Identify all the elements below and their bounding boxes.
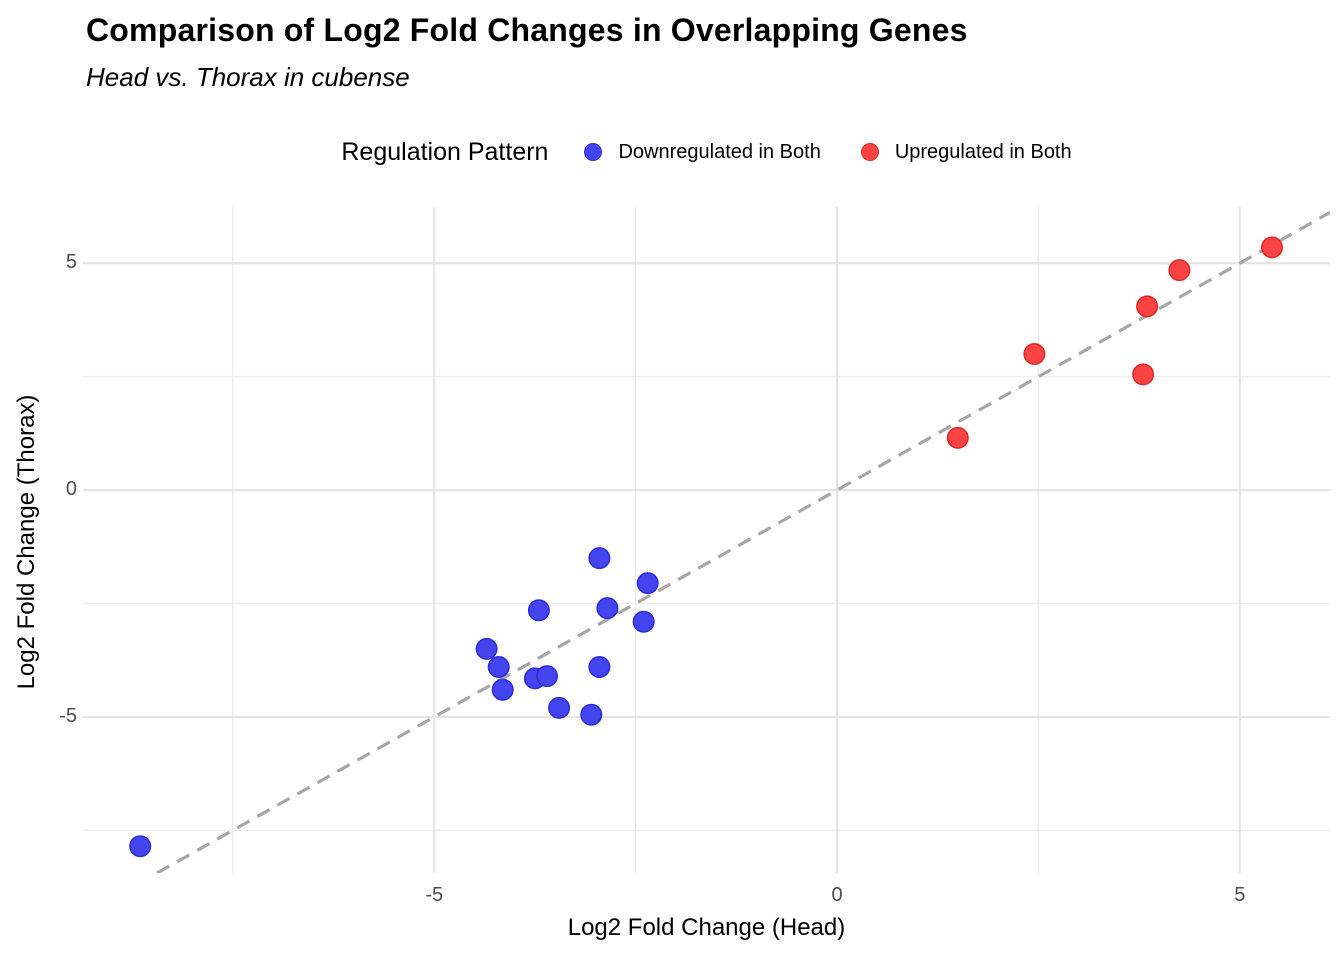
data-point xyxy=(527,599,550,622)
data-point xyxy=(1132,363,1155,386)
downregulated-dot-icon xyxy=(584,143,603,161)
legend-item-downregulated: Downregulated in Both xyxy=(584,140,821,164)
data-point xyxy=(580,703,603,726)
x-axis-title: Log2 Fold Change (Head) xyxy=(567,914,846,941)
legend: Regulation Pattern Downregulated in Both… xyxy=(83,133,1330,171)
data-point xyxy=(632,610,655,633)
data-point xyxy=(491,678,514,701)
data-point xyxy=(487,655,510,678)
data-point xyxy=(636,572,659,595)
x-tick-label: 0 xyxy=(831,884,843,906)
legend-title: Regulation Pattern xyxy=(341,137,549,166)
identity-reference-line xyxy=(156,211,1330,873)
data-point xyxy=(596,597,619,620)
y-tick-label: 0 xyxy=(65,478,77,501)
data-point xyxy=(548,696,571,719)
data-point xyxy=(1023,343,1046,366)
chart-title: Comparison of Log2 Fold Changes in Overl… xyxy=(86,12,968,48)
data-point xyxy=(535,665,558,688)
y-tick-label: -5 xyxy=(59,704,77,727)
legend-item-label: Upregulated in Both xyxy=(894,140,1072,163)
data-point xyxy=(1261,236,1284,259)
legend-item-label: Downregulated in Both xyxy=(618,140,821,163)
x-tick-label: 5 xyxy=(1234,884,1246,906)
data-point xyxy=(946,426,969,449)
data-point xyxy=(475,637,498,660)
chart-subtitle: Head vs. Thorax in cubense xyxy=(86,62,410,92)
legend-item-upregulated: Upregulated in Both xyxy=(860,140,1072,164)
data-point xyxy=(588,547,611,570)
data-point xyxy=(1168,259,1191,282)
data-point xyxy=(1136,295,1159,318)
x-tick-label: -5 xyxy=(425,884,444,906)
y-axis-title: Log2 Fold Change (Thorax) xyxy=(13,394,40,690)
y-tick-label: 5 xyxy=(65,251,77,274)
scatter-plot xyxy=(83,207,1330,873)
upregulated-dot-icon xyxy=(860,143,879,161)
plot-panel xyxy=(83,207,1330,873)
data-point xyxy=(588,655,611,678)
data-point xyxy=(129,835,152,858)
